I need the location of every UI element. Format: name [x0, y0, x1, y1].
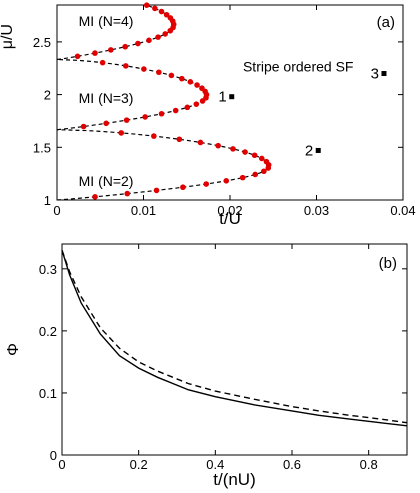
lobe-label: MI (N=3): [79, 90, 134, 106]
panel-a-ylabel: μ/U: [0, 24, 16, 49]
lobe-data-point: [74, 53, 81, 60]
panel-b-xtick-label: 0.4: [206, 457, 224, 472]
lobe-data-point: [92, 50, 98, 56]
panel-a-label: (a): [377, 14, 395, 31]
lobe-data-point: [251, 152, 258, 159]
panel-a-ytick-label: 2.5: [33, 35, 51, 50]
lobe-data-point: [199, 85, 205, 92]
lobe-data-point: [108, 47, 114, 53]
panel-a-ytick-label: 2: [44, 88, 51, 103]
panel-a-ytick-label: 1: [44, 193, 51, 208]
lobe-data-point: [179, 75, 185, 82]
panel-b-xtick-label: 0: [58, 457, 65, 472]
panel-a-lobes: MI (N=2) MI (N=3) MI (N=4): [57, 2, 272, 200]
lobe-data-point: [80, 123, 87, 130]
lobe-data-point: [176, 136, 183, 143]
panel-b-ytick-label: 0.3: [39, 262, 57, 277]
panel-b-ytick-label: 0.2: [39, 324, 57, 339]
panel-a-xtick-label: 0.02: [217, 203, 242, 218]
panel-a-points: 1 2 3: [218, 66, 387, 159]
lobe-data-point: [172, 107, 179, 114]
panel-b-ytick-label: 0.1: [39, 386, 57, 401]
lobe-label: MI (N=4): [79, 13, 134, 29]
lobe-data-point: [168, 72, 175, 79]
phase-point-marker: [229, 94, 235, 100]
lobe-data-point: [263, 158, 270, 165]
panel-a-xtick-label: 0.03: [304, 203, 329, 218]
lobe-data-point: [122, 43, 129, 50]
dashed-curve: [61, 249, 408, 424]
lobe-data-point: [215, 142, 221, 149]
lobe-data-point: [223, 178, 230, 184]
lobe-data-point: [143, 2, 150, 8]
panel-b-series: [61, 249, 408, 427]
panel-b-frame: [61, 243, 408, 456]
lobe-data-point: [242, 149, 248, 155]
lobe-data-point: [146, 37, 152, 44]
lobe-data-point: [194, 82, 200, 88]
phase-point-marker: [315, 147, 321, 153]
panel-b-label: (b): [379, 255, 397, 272]
solid-curve: [61, 250, 408, 427]
lobe-data-point: [155, 34, 161, 40]
lobe-data-point: [193, 101, 200, 107]
lobe-data-point: [122, 63, 129, 69]
phase-point-marker: [381, 71, 387, 77]
panel-b-xtick-label: 0.8: [360, 457, 378, 472]
panel-b: 0 0.2 0.4 0.6 0.8 0 0.1 0.2 0.3 t/(nU) Φ (b): [5, 243, 408, 489]
lobe-data-point: [184, 104, 191, 111]
lobe-label: MI (N=2): [79, 173, 134, 189]
lobe-data-point: [187, 79, 194, 85]
stripe-ordered-sf-label: Stripe ordered SF: [243, 58, 354, 74]
panel-a-xtick-label: 0.04: [390, 203, 415, 218]
lobe-data-point: [103, 120, 109, 127]
lobe-data-point: [261, 168, 267, 175]
lobe-data-point: [163, 11, 170, 18]
lobe-data-point: [152, 5, 158, 12]
panel-b-xtick-label: 0.2: [130, 457, 148, 472]
lobe-data-point: [142, 114, 148, 120]
lobe-data-point: [239, 174, 246, 181]
lobe-data-point: [158, 110, 165, 117]
lobe-data-point: [180, 184, 186, 191]
lobe-data-point: [158, 8, 165, 15]
lobe-data-point: [156, 69, 162, 76]
lobe-data-point: [99, 59, 106, 66]
lobe-data-point: [153, 187, 160, 194]
lobe-data-point: [118, 130, 125, 136]
panel-b-ytick-label: 0: [50, 448, 57, 463]
panel-a-axes: 0 0.01 0.02 0.03 0.04 1 1.5 2 2.5: [33, 5, 416, 218]
lobe-data-point: [135, 40, 141, 47]
panel-b-xtick-label: 0.6: [283, 457, 301, 472]
lobe-data-point: [141, 66, 147, 72]
mott-lobe-boundary: [57, 5, 175, 61]
lobe-data-point: [252, 171, 259, 178]
lobe-data-point: [162, 31, 169, 37]
panel-a-ytick-label: 1.5: [33, 140, 51, 155]
panel-a-xtick-label: 0.01: [131, 203, 156, 218]
panel-b-axes: 0 0.2 0.4 0.6 0.8 0 0.1 0.2 0.3: [39, 244, 407, 472]
lobe-data-point: [124, 190, 131, 197]
lobe-data-point: [151, 133, 157, 139]
lobe-data-point: [197, 139, 204, 146]
mott-lobe-boundary: [57, 129, 270, 200]
panel-b-ylabel: Φ: [5, 343, 22, 356]
lobe-data-point: [123, 117, 130, 123]
phase-point-label: 2: [305, 142, 313, 159]
phase-point-label: 1: [218, 89, 226, 106]
lobe-data-point: [258, 155, 265, 162]
panel-a-xtick-label: 0: [53, 203, 60, 218]
lobe-data-point: [230, 146, 236, 152]
phase-point-label: 3: [371, 66, 379, 83]
panel-a-xlabel: t/U: [219, 209, 241, 228]
panel-b-xlabel: t/(nU): [213, 470, 256, 489]
lobe-data-point: [167, 15, 174, 21]
lobe-data-point: [203, 181, 210, 187]
lobe-data-point: [92, 194, 98, 200]
